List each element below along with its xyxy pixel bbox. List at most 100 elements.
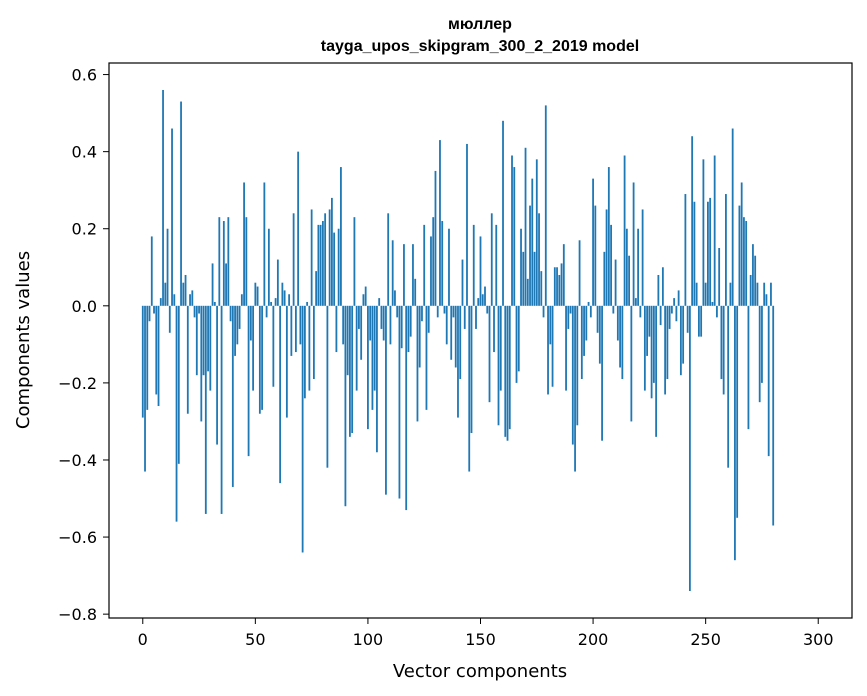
bar — [670, 305, 673, 314]
bar — [171, 128, 173, 306]
bar — [204, 305, 207, 514]
bar — [254, 282, 257, 306]
bar — [574, 305, 576, 472]
bar — [355, 305, 358, 391]
bar — [756, 282, 759, 306]
bar — [542, 305, 545, 318]
bar — [661, 267, 664, 306]
bar — [200, 305, 203, 422]
bar — [614, 259, 617, 306]
x-tick-label: 150 — [465, 630, 496, 649]
bar — [682, 305, 685, 364]
y-tick-label: 0.0 — [72, 297, 97, 316]
bar — [504, 305, 507, 437]
bar — [684, 194, 687, 306]
bar — [236, 305, 239, 345]
bar — [373, 305, 376, 391]
bar — [596, 305, 599, 333]
bar — [285, 305, 288, 418]
bar — [168, 305, 171, 333]
bar — [517, 305, 520, 372]
bar — [691, 136, 694, 306]
bar — [495, 224, 498, 306]
y-tick-label: 0.6 — [72, 66, 97, 85]
bar — [297, 151, 300, 306]
bar — [290, 305, 293, 356]
bar — [202, 305, 205, 376]
chart-title: мюллер — [448, 16, 512, 33]
bar — [457, 305, 459, 418]
y-tick-label: −0.8 — [58, 605, 97, 624]
bar — [515, 305, 518, 383]
bar — [707, 201, 709, 306]
bar — [175, 305, 178, 522]
x-tick-label: 50 — [245, 630, 265, 649]
bar — [319, 224, 322, 306]
bar — [571, 305, 574, 445]
chart-subtitle: tayga_upos_skipgram_300_2_2019 model — [321, 38, 639, 55]
bar — [430, 236, 432, 306]
bar — [479, 236, 482, 306]
bar — [657, 274, 660, 306]
bar — [549, 305, 552, 345]
bar — [265, 305, 268, 318]
bar — [358, 305, 360, 329]
bar — [391, 240, 394, 306]
bar — [718, 248, 721, 306]
bar — [150, 236, 153, 306]
bar — [675, 305, 678, 322]
bar — [677, 290, 680, 306]
bar — [535, 159, 538, 306]
bar — [763, 282, 766, 306]
bar — [166, 228, 169, 306]
bar — [270, 301, 273, 306]
bar — [466, 143, 468, 306]
bar — [252, 305, 254, 391]
bar — [279, 305, 282, 484]
bar — [648, 305, 651, 337]
bar — [299, 305, 302, 345]
bar — [380, 305, 383, 329]
bar — [743, 217, 745, 306]
bar — [767, 305, 770, 457]
bar — [605, 209, 608, 306]
bar — [211, 263, 214, 306]
bar — [709, 197, 712, 306]
bar — [340, 167, 342, 306]
bar — [486, 305, 489, 314]
bar — [547, 305, 549, 395]
bar — [603, 251, 606, 306]
bar — [272, 305, 275, 387]
bar — [522, 251, 525, 306]
bar — [220, 305, 223, 514]
bar — [619, 305, 621, 368]
x-axis-ticks: 0 50 100 150 200 250 300 — [138, 618, 834, 649]
bar — [747, 305, 750, 430]
bar — [468, 305, 471, 472]
bar — [276, 259, 279, 306]
bar — [385, 305, 387, 495]
bar — [292, 213, 295, 306]
bar — [153, 305, 155, 314]
bar — [686, 305, 689, 333]
bar — [256, 286, 259, 306]
bar — [499, 305, 502, 391]
bar — [436, 305, 439, 318]
bar — [632, 182, 635, 306]
bar — [306, 301, 309, 306]
bar — [634, 298, 637, 306]
bar — [326, 305, 329, 468]
bar — [679, 305, 682, 376]
bar — [301, 305, 304, 553]
bar — [434, 170, 437, 306]
bar — [722, 305, 725, 395]
bar — [529, 205, 531, 306]
bar — [182, 282, 185, 306]
bar — [243, 182, 245, 306]
bar — [315, 271, 318, 306]
bar — [511, 155, 513, 306]
bar — [650, 305, 653, 399]
bar — [736, 305, 739, 518]
bar — [556, 267, 558, 306]
bar — [513, 167, 516, 306]
